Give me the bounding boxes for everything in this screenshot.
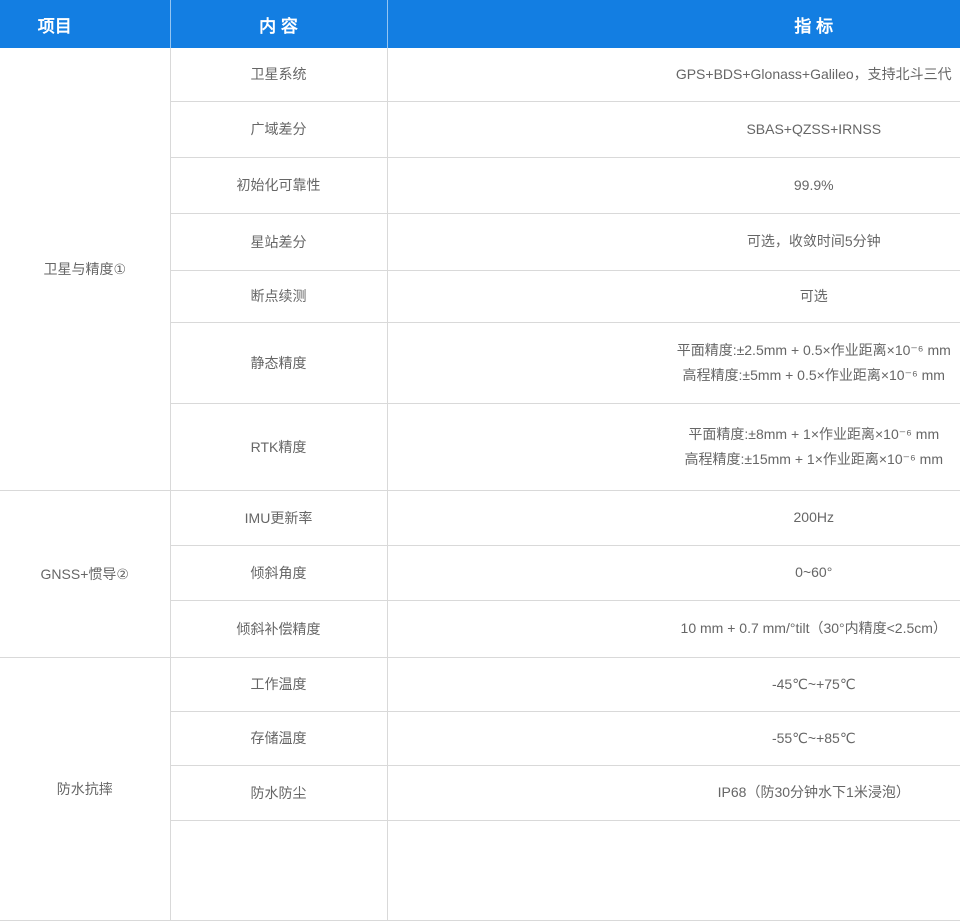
item-value-line: 200Hz <box>388 505 960 530</box>
item-name-cell: 卫星系统 <box>170 48 387 101</box>
item-value-line: 平面精度:±8mm + 1×作业距离×10⁻⁶ mm <box>388 422 960 447</box>
item-value-cell: SBAS+QZSS+IRNSS <box>387 101 960 157</box>
item-value-line: SBAS+QZSS+IRNSS <box>388 117 960 142</box>
item-name-cell: 防水防尘 <box>170 765 387 820</box>
item-name-cell <box>170 820 387 920</box>
item-name-cell: IMU更新率 <box>170 490 387 545</box>
item-value-line: 0~60° <box>388 560 960 585</box>
item-value-cell: IP68（防30分钟水下1米浸泡） <box>387 765 960 820</box>
group-label: GNSS+惯导② <box>0 490 170 657</box>
item-name-cell: 广域差分 <box>170 101 387 157</box>
table-row: 防水抗摔工作温度-45℃~+75℃ <box>0 657 960 711</box>
header-col-content: 内 容 <box>170 0 387 48</box>
item-value-cell: GPS+BDS+Glonass+Galileo，支持北斗三代 <box>387 48 960 101</box>
group-label: 防水抗摔 <box>0 657 170 920</box>
item-name-cell: 断点续测 <box>170 270 387 322</box>
item-value-cell: 10 mm + 0.7 mm/°tilt（30°内精度<2.5cm） <box>387 600 960 657</box>
item-value-line: 可选 <box>388 284 960 309</box>
item-name-cell: 倾斜补偿精度 <box>170 600 387 657</box>
item-value-cell: 99.9% <box>387 157 960 213</box>
group-label: 卫星与精度① <box>0 48 170 490</box>
item-name-cell: 星站差分 <box>170 213 387 270</box>
item-name-cell: 初始化可靠性 <box>170 157 387 213</box>
item-value-cell: 可选，收敛时间5分钟 <box>387 213 960 270</box>
item-name-cell: 工作温度 <box>170 657 387 711</box>
item-value-line: 99.9% <box>388 173 960 198</box>
item-value-line: IP68（防30分钟水下1米浸泡） <box>388 780 960 805</box>
item-value-line: 可选，收敛时间5分钟 <box>388 229 960 254</box>
item-name-cell: 倾斜角度 <box>170 545 387 600</box>
item-value-cell: 可选 <box>387 270 960 322</box>
item-value-cell: 200Hz <box>387 490 960 545</box>
item-value-line: 平面精度:±2.5mm + 0.5×作业距离×10⁻⁶ mm <box>388 338 960 363</box>
item-value-line: 高程精度:±15mm + 1×作业距离×10⁻⁶ mm <box>388 447 960 472</box>
item-value-line: -45℃~+75℃ <box>388 672 960 697</box>
item-value-cell: -45℃~+75℃ <box>387 657 960 711</box>
item-value-cell: 0~60° <box>387 545 960 600</box>
item-name-cell: 静态精度 <box>170 322 387 403</box>
header-col-index: 指 标 <box>387 0 960 48</box>
item-value-cell <box>387 820 960 920</box>
item-value-line: 10 mm + 0.7 mm/°tilt（30°内精度<2.5cm） <box>388 616 960 641</box>
header-row: 项目 内 容 指 标 <box>0 0 960 48</box>
item-value-line: GPS+BDS+Glonass+Galileo，支持北斗三代 <box>388 62 960 87</box>
item-value-line: 高程精度:±5mm + 0.5×作业距离×10⁻⁶ mm <box>388 363 960 388</box>
item-name-cell: RTK精度 <box>170 403 387 490</box>
item-name-cell: 存储温度 <box>170 711 387 765</box>
item-value-cell: -55℃~+85℃ <box>387 711 960 765</box>
header-col-item: 项目 <box>0 0 170 48</box>
item-value-line: -55℃~+85℃ <box>388 726 960 751</box>
